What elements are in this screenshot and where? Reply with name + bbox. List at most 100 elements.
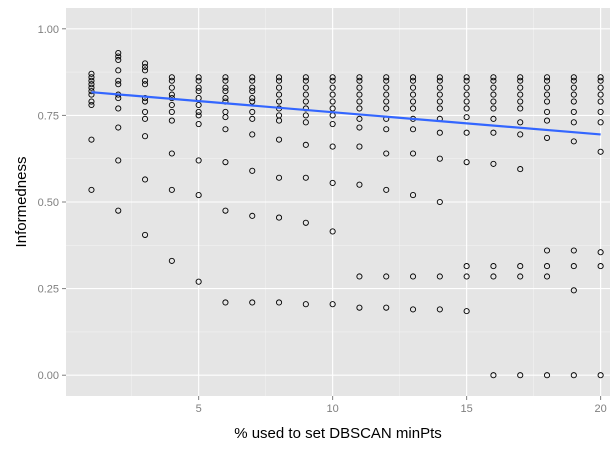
data-point — [409, 77, 417, 84]
data-point — [597, 84, 604, 91]
data-point — [356, 115, 363, 122]
data-point — [570, 91, 577, 98]
data-point — [517, 263, 524, 270]
data-point — [463, 77, 470, 84]
data-point — [409, 91, 417, 98]
data-point — [543, 273, 551, 280]
data-point — [490, 77, 497, 84]
data-point — [463, 308, 470, 315]
trend-line — [91, 91, 601, 136]
data-point — [168, 74, 175, 81]
data-point — [115, 67, 122, 74]
x-tick-label: 15 — [461, 403, 473, 415]
data-point — [329, 77, 336, 84]
data-point — [597, 74, 604, 81]
data-point — [570, 108, 577, 115]
data-point — [543, 263, 551, 270]
data-point — [517, 98, 524, 105]
data-point — [463, 98, 470, 105]
data-point — [490, 263, 497, 270]
data-point — [222, 126, 229, 133]
data-point — [168, 186, 175, 193]
data-point — [490, 84, 497, 91]
data-point — [329, 301, 336, 308]
x-tick-label: 5 — [196, 403, 202, 415]
data-point — [409, 150, 417, 157]
data-point — [168, 150, 175, 157]
data-point — [383, 105, 390, 112]
data-point — [195, 108, 202, 115]
data-point — [222, 114, 229, 121]
data-point — [275, 214, 283, 221]
data-point — [249, 212, 256, 219]
data-point — [168, 84, 175, 91]
data-point — [195, 112, 202, 119]
data-point — [142, 98, 149, 105]
data-point — [570, 287, 577, 294]
data-point — [275, 84, 283, 91]
data-point — [88, 91, 95, 98]
data-point — [517, 166, 524, 173]
y-tick-label: 0.50 — [38, 197, 59, 209]
data-point — [490, 91, 497, 98]
data-point — [570, 77, 577, 84]
data-point — [115, 105, 122, 112]
data-point — [597, 91, 604, 98]
data-point — [409, 84, 417, 91]
data-point — [490, 273, 497, 280]
data-point — [195, 101, 202, 109]
data-point — [329, 84, 336, 91]
major-gridlines — [66, 8, 610, 396]
data-point — [302, 74, 309, 81]
data-point — [115, 157, 122, 164]
data-point — [436, 98, 443, 105]
data-point — [356, 143, 363, 150]
data-point — [356, 91, 363, 98]
data-point — [249, 95, 256, 102]
data-point — [490, 115, 497, 122]
data-point — [88, 101, 95, 109]
data-point — [436, 91, 443, 98]
data-point — [88, 81, 95, 88]
data-point — [115, 49, 122, 57]
data-point — [409, 306, 417, 313]
data-point — [222, 95, 229, 102]
data-point — [275, 98, 283, 105]
data-point — [329, 143, 336, 150]
data-point — [329, 121, 336, 128]
data-point — [115, 56, 122, 64]
data-point — [329, 179, 336, 186]
data-point — [115, 53, 122, 60]
data-point — [356, 98, 363, 105]
data-point — [597, 108, 604, 115]
data-point — [490, 74, 497, 81]
data-point — [436, 155, 443, 162]
data-point — [463, 263, 470, 270]
data-point — [115, 124, 122, 131]
data-point — [543, 84, 551, 91]
x-axis-ticks: 5 10 15 20 — [196, 396, 607, 415]
data-point — [222, 77, 229, 84]
data-point — [409, 273, 417, 280]
data-point — [275, 174, 283, 181]
data-point — [195, 77, 202, 84]
data-point — [249, 74, 256, 81]
data-point — [543, 77, 551, 84]
data-point — [570, 84, 577, 91]
data-point — [115, 81, 122, 88]
data-point — [275, 136, 283, 143]
data-point — [222, 74, 229, 81]
data-point — [88, 74, 95, 81]
data-point — [517, 105, 524, 112]
data-point — [88, 186, 95, 193]
data-point — [543, 108, 551, 115]
data-point — [275, 91, 283, 98]
data-point — [383, 98, 390, 105]
data-point — [222, 88, 229, 95]
data-point — [409, 192, 417, 199]
data-point — [249, 115, 256, 122]
data-point — [168, 77, 175, 84]
data-point — [88, 88, 95, 95]
data-point — [463, 129, 470, 136]
data-point — [195, 121, 202, 128]
